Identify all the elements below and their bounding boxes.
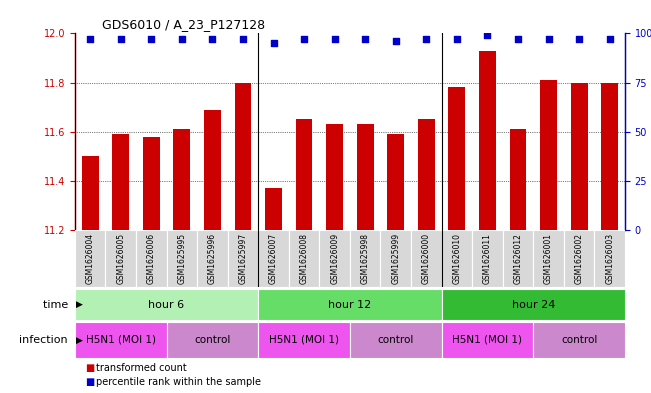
- Bar: [441, 230, 472, 287]
- Text: GDS6010 / A_23_P127128: GDS6010 / A_23_P127128: [102, 18, 266, 31]
- Text: GSM1626006: GSM1626006: [146, 233, 156, 284]
- Bar: [602, 83, 618, 230]
- Point: [421, 36, 432, 42]
- Text: ▶: ▶: [76, 336, 83, 344]
- Text: GSM1626003: GSM1626003: [605, 233, 614, 284]
- Text: transformed count: transformed count: [96, 364, 187, 373]
- Bar: [75, 289, 258, 320]
- Bar: [441, 322, 533, 358]
- Bar: [258, 230, 289, 287]
- Bar: [571, 83, 587, 230]
- Point: [605, 36, 615, 42]
- Text: control: control: [194, 335, 230, 345]
- Bar: [503, 230, 533, 287]
- Bar: [350, 230, 380, 287]
- Point: [452, 36, 462, 42]
- Bar: [479, 51, 496, 230]
- Text: ■: ■: [85, 377, 94, 387]
- Point: [238, 36, 248, 42]
- Bar: [540, 80, 557, 230]
- Bar: [265, 188, 282, 230]
- Text: GSM1626002: GSM1626002: [575, 233, 583, 284]
- Bar: [82, 156, 98, 230]
- Point: [207, 36, 217, 42]
- Bar: [75, 322, 167, 358]
- Bar: [143, 136, 159, 230]
- Point: [115, 36, 126, 42]
- Point: [544, 36, 554, 42]
- Text: GSM1626011: GSM1626011: [483, 233, 492, 284]
- Bar: [75, 230, 105, 287]
- Bar: [441, 289, 625, 320]
- Bar: [173, 129, 190, 230]
- Text: GSM1626000: GSM1626000: [422, 233, 431, 284]
- Text: ■: ■: [85, 364, 94, 373]
- Bar: [411, 230, 441, 287]
- Bar: [167, 322, 258, 358]
- Text: time: time: [43, 299, 72, 310]
- Text: GSM1625999: GSM1625999: [391, 233, 400, 284]
- Bar: [594, 230, 625, 287]
- Bar: [204, 110, 221, 230]
- Bar: [234, 83, 251, 230]
- Point: [176, 36, 187, 42]
- Bar: [380, 230, 411, 287]
- Point: [146, 36, 156, 42]
- Text: infection: infection: [20, 335, 72, 345]
- Point: [391, 38, 401, 44]
- Point: [574, 36, 585, 42]
- Bar: [320, 230, 350, 287]
- Bar: [564, 230, 594, 287]
- Point: [85, 36, 95, 42]
- Text: hour 24: hour 24: [512, 299, 555, 310]
- Text: ▶: ▶: [76, 300, 83, 309]
- Text: control: control: [378, 335, 414, 345]
- Text: control: control: [561, 335, 598, 345]
- Bar: [387, 134, 404, 230]
- Text: GSM1626007: GSM1626007: [269, 233, 278, 284]
- Text: H5N1 (MOI 1): H5N1 (MOI 1): [86, 335, 156, 345]
- Text: GSM1626012: GSM1626012: [514, 233, 523, 284]
- Bar: [296, 119, 312, 230]
- Point: [360, 36, 370, 42]
- Bar: [350, 322, 441, 358]
- Text: GSM1626004: GSM1626004: [86, 233, 94, 284]
- Bar: [357, 124, 374, 230]
- Text: GSM1625998: GSM1625998: [361, 233, 370, 284]
- Text: GSM1625995: GSM1625995: [177, 233, 186, 284]
- Text: GSM1626001: GSM1626001: [544, 233, 553, 284]
- Point: [299, 36, 309, 42]
- Text: GSM1626005: GSM1626005: [117, 233, 125, 284]
- Bar: [197, 230, 228, 287]
- Bar: [113, 134, 129, 230]
- Bar: [326, 124, 343, 230]
- Bar: [258, 289, 441, 320]
- Bar: [289, 230, 320, 287]
- Text: hour 12: hour 12: [328, 299, 372, 310]
- Point: [513, 36, 523, 42]
- Bar: [449, 87, 465, 230]
- Text: H5N1 (MOI 1): H5N1 (MOI 1): [452, 335, 523, 345]
- Bar: [418, 119, 435, 230]
- Bar: [258, 322, 350, 358]
- Text: GSM1625997: GSM1625997: [238, 233, 247, 284]
- Bar: [167, 230, 197, 287]
- Bar: [510, 129, 527, 230]
- Bar: [472, 230, 503, 287]
- Text: hour 6: hour 6: [148, 299, 185, 310]
- Point: [329, 36, 340, 42]
- Text: percentile rank within the sample: percentile rank within the sample: [96, 377, 261, 387]
- Text: H5N1 (MOI 1): H5N1 (MOI 1): [269, 335, 339, 345]
- Text: GSM1626008: GSM1626008: [299, 233, 309, 284]
- Bar: [228, 230, 258, 287]
- Point: [268, 40, 279, 46]
- Point: [482, 32, 493, 39]
- Bar: [105, 230, 136, 287]
- Text: GSM1626009: GSM1626009: [330, 233, 339, 284]
- Bar: [533, 322, 625, 358]
- Bar: [136, 230, 167, 287]
- Bar: [533, 230, 564, 287]
- Text: GSM1625996: GSM1625996: [208, 233, 217, 284]
- Text: GSM1626010: GSM1626010: [452, 233, 462, 284]
